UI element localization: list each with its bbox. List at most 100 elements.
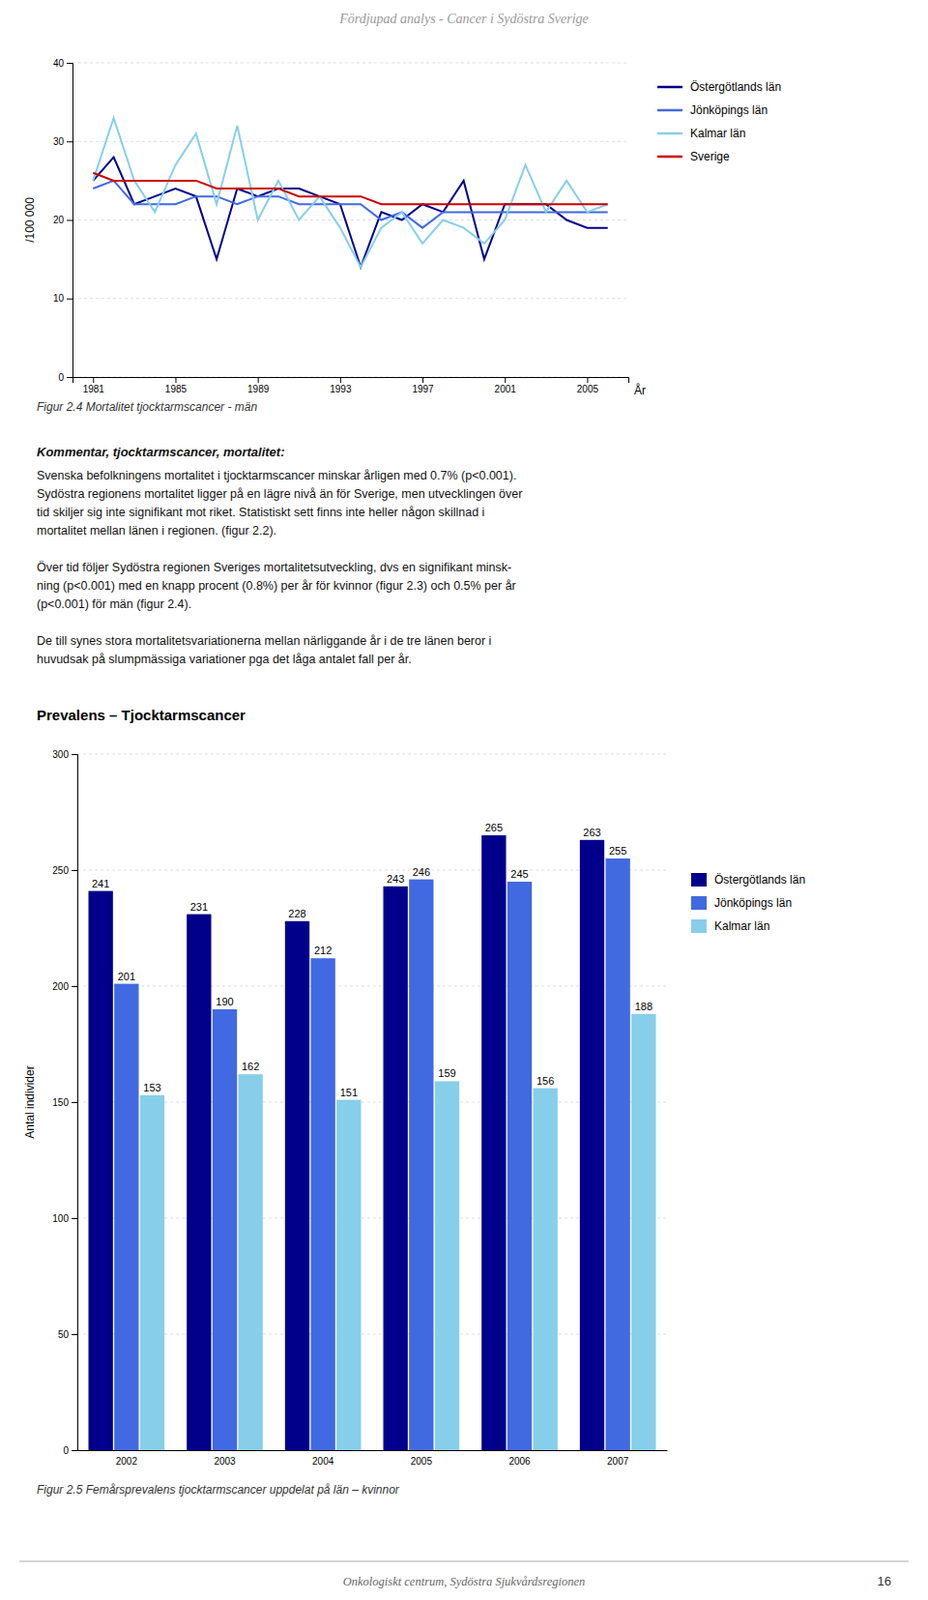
data-label: 231	[190, 900, 208, 913]
legend-item: Kalmar län	[657, 126, 746, 141]
tick-label: 200	[52, 981, 69, 992]
tick-label: 20	[53, 214, 65, 226]
data-label: 263	[582, 826, 601, 839]
legend-swatch	[657, 155, 683, 159]
data-label: 265	[485, 821, 503, 834]
grid-line	[72, 297, 629, 299]
legend-swatch	[657, 109, 683, 113]
tick: 200	[52, 981, 78, 992]
data-label: 151	[340, 1086, 358, 1099]
legend-swatch	[657, 86, 683, 89]
tick: 1985	[165, 377, 188, 395]
bar	[481, 835, 506, 1450]
bar	[580, 840, 605, 1450]
tick: 10	[53, 292, 73, 304]
tick-label: 300	[52, 749, 69, 760]
grid-line	[77, 754, 667, 755]
tick: 1997	[411, 377, 435, 395]
axis-title: Antal individer	[23, 1065, 37, 1138]
line-series	[92, 117, 608, 267]
bar	[285, 921, 310, 1450]
legend: Östergötlands län Jönköpings län Kalmar lä…	[691, 872, 806, 933]
legend-label: Kalmar län	[714, 919, 770, 933]
text-line: (p<0.001) för män (figur 2.4).	[36, 597, 192, 611]
tick: 30	[53, 136, 73, 147]
data-label: 162	[241, 1060, 260, 1073]
tick: 300	[52, 749, 78, 760]
bar	[631, 1014, 656, 1450]
text-heading: Kommentar, tjocktarmscancer, mortalitet:	[36, 444, 285, 460]
tick-label: 2004	[312, 1455, 335, 1467]
axis-title: /100 000	[23, 197, 37, 243]
grid	[72, 62, 629, 377]
legend-item: Östergötlands län	[657, 80, 782, 94]
tick-label: 1985	[165, 383, 188, 395]
footer: Onkologiskt centrum, Sydöstra Sjukvårdsr…	[343, 1574, 585, 1589]
tick-label: 2003	[213, 1455, 236, 1467]
header: Fördjupad analys - Cancer i Sydöstra Sve…	[338, 11, 589, 27]
tick-mark	[92, 377, 94, 383]
legend-swatch	[691, 872, 707, 887]
axis-title: År	[634, 382, 646, 398]
bar	[238, 1073, 263, 1450]
data-label: 212	[314, 944, 332, 957]
axis-domain	[66, 63, 74, 378]
tick-label: 30	[53, 136, 65, 147]
text-line: Över tid följer Sydöstra regionen Sverig…	[36, 560, 512, 575]
tick: 20	[53, 214, 73, 226]
tick: 100	[52, 1213, 78, 1224]
tick-mark	[66, 298, 73, 300]
data-label: 255	[609, 844, 627, 857]
grid-line	[77, 870, 667, 871]
tick-label: 250	[52, 865, 69, 876]
legend-swatch	[691, 919, 707, 933]
tick-label: 2006	[508, 1455, 531, 1467]
tick-label: 1981	[83, 383, 106, 395]
tick-mark	[586, 377, 588, 383]
axis-domain	[78, 1450, 668, 1451]
tick: 50	[58, 1329, 78, 1340]
tick: 2001	[494, 377, 518, 395]
tick: 2003	[213, 1450, 236, 1467]
data-label: 190	[215, 995, 233, 1008]
tick: 0	[58, 372, 73, 383]
legend-item: Sverige	[657, 149, 730, 164]
bar	[533, 1088, 558, 1450]
tick: 40	[53, 58, 73, 69]
bar	[336, 1100, 361, 1450]
tick-label: 2001	[494, 383, 518, 395]
bar	[186, 914, 211, 1450]
tick-label: 40	[53, 58, 65, 69]
legend-item: Jönköpings län	[691, 896, 792, 910]
bar	[408, 879, 434, 1450]
legend-swatch	[657, 132, 683, 136]
legend-label: Östergötlands län	[714, 872, 806, 887]
legend-label: Östergötlands län	[690, 80, 782, 94]
tick: 1981	[83, 377, 106, 395]
caption: Figur 2.5 Femårsprevalens tjocktarmscanc…	[36, 1482, 401, 1497]
bar	[311, 957, 336, 1450]
tick-label: 1997	[411, 383, 435, 395]
line-series	[92, 173, 608, 205]
tick-mark	[66, 377, 73, 378]
text-line: huvudsak på slumpmässiga variationer pga…	[36, 652, 412, 667]
tick-mark	[71, 986, 78, 987]
tick-label: 10	[53, 292, 65, 304]
tick-label: 0	[62, 1445, 69, 1456]
tick-label: 2005	[577, 383, 600, 395]
tick-label: 0	[58, 372, 64, 383]
tick-label: 1993	[329, 383, 352, 395]
grid-line	[77, 1450, 667, 1451]
tick: 0	[62, 1445, 78, 1456]
page: Fördjupad analys - Cancer i Sydöstra Sve…	[0, 0, 928, 1600]
tick-mark	[422, 377, 424, 383]
grid-line	[77, 1218, 667, 1219]
data-label: 228	[288, 907, 306, 920]
text-line: Svenska befolkningens mortalitet i tjock…	[36, 468, 517, 483]
grid-line	[77, 986, 667, 987]
tick-mark	[258, 377, 260, 383]
text-line: mortalitet mellan länen i regionen. (fig…	[36, 523, 277, 538]
tick-mark	[71, 1450, 78, 1451]
y-axis: 0 50 100 150 200 250 300	[52, 749, 78, 1456]
tick-label: 150	[52, 1097, 69, 1108]
